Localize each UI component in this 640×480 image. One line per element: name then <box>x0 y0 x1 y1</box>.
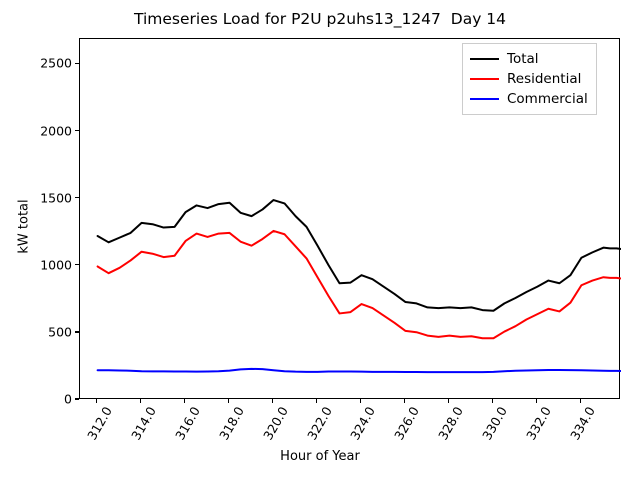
x-axis-label: Hour of Year <box>280 449 360 464</box>
x-tick-label: 334.0 <box>567 404 599 443</box>
y-tick-label: 1000 <box>40 257 72 273</box>
series-line-residential <box>96 229 621 340</box>
x-tick-label: 318.0 <box>215 404 247 443</box>
chart-title: Timeseries Load for P2U p2uhs13_1247 Day… <box>133 10 507 28</box>
y-tick-label: 0 <box>64 391 72 407</box>
legend-entry-commercial: Commercial <box>470 89 588 109</box>
x-tick-label: 322.0 <box>303 404 335 443</box>
x-tick-label: 314.0 <box>127 404 159 443</box>
x-tick-mark <box>95 399 98 403</box>
y-tick-label: 2500 <box>40 55 72 71</box>
x-tick-label: 330.0 <box>479 404 511 443</box>
y-tick-label: 500 <box>48 324 72 340</box>
x-tick-label: 328.0 <box>435 404 467 443</box>
x-tick-label: 320.0 <box>259 404 291 443</box>
series-line-total <box>96 199 621 312</box>
x-tick-mark <box>491 399 494 403</box>
y-axis-tick-labels: 0 500 1000 1500 2000 2500 <box>0 0 72 480</box>
y-tick-mark <box>75 331 79 333</box>
legend-label-residential: Residential <box>507 71 582 87</box>
x-tick-label: 326.0 <box>391 404 423 443</box>
legend-entry-total: Total <box>470 49 588 69</box>
series-line-commercial <box>96 367 621 374</box>
y-tick-mark <box>75 197 79 199</box>
y-tick-label: 1500 <box>40 190 72 206</box>
legend-label-commercial: Commercial <box>507 91 588 107</box>
y-tick-mark <box>75 264 79 266</box>
x-tick-mark <box>359 399 362 403</box>
x-tick-mark <box>183 399 186 403</box>
y-tick-label: 2000 <box>40 123 72 139</box>
legend-label-total: Total <box>507 51 539 67</box>
legend-swatch-commercial <box>470 98 499 100</box>
legend-swatch-total <box>470 58 499 60</box>
x-tick-mark <box>315 399 318 403</box>
x-tick-label: 312.0 <box>83 404 115 443</box>
x-tick-mark <box>447 399 450 403</box>
x-tick-mark <box>579 399 582 403</box>
x-tick-mark <box>139 399 142 403</box>
x-tick-label: 316.0 <box>171 404 203 443</box>
y-tick-mark <box>75 398 79 400</box>
legend-entry-residential: Residential <box>470 69 588 89</box>
legend-swatch-residential <box>470 78 499 80</box>
y-tick-mark <box>75 62 79 65</box>
x-tick-label: 324.0 <box>347 404 379 443</box>
y-tick-mark <box>75 129 79 132</box>
legend: Total Residential Commercial <box>462 43 597 115</box>
x-tick-mark <box>227 399 230 403</box>
x-tick-mark <box>535 399 538 403</box>
x-tick-mark <box>271 399 274 403</box>
x-tick-label: 332.0 <box>523 404 555 443</box>
series-canvas <box>96 199 621 374</box>
x-tick-mark <box>403 399 406 403</box>
